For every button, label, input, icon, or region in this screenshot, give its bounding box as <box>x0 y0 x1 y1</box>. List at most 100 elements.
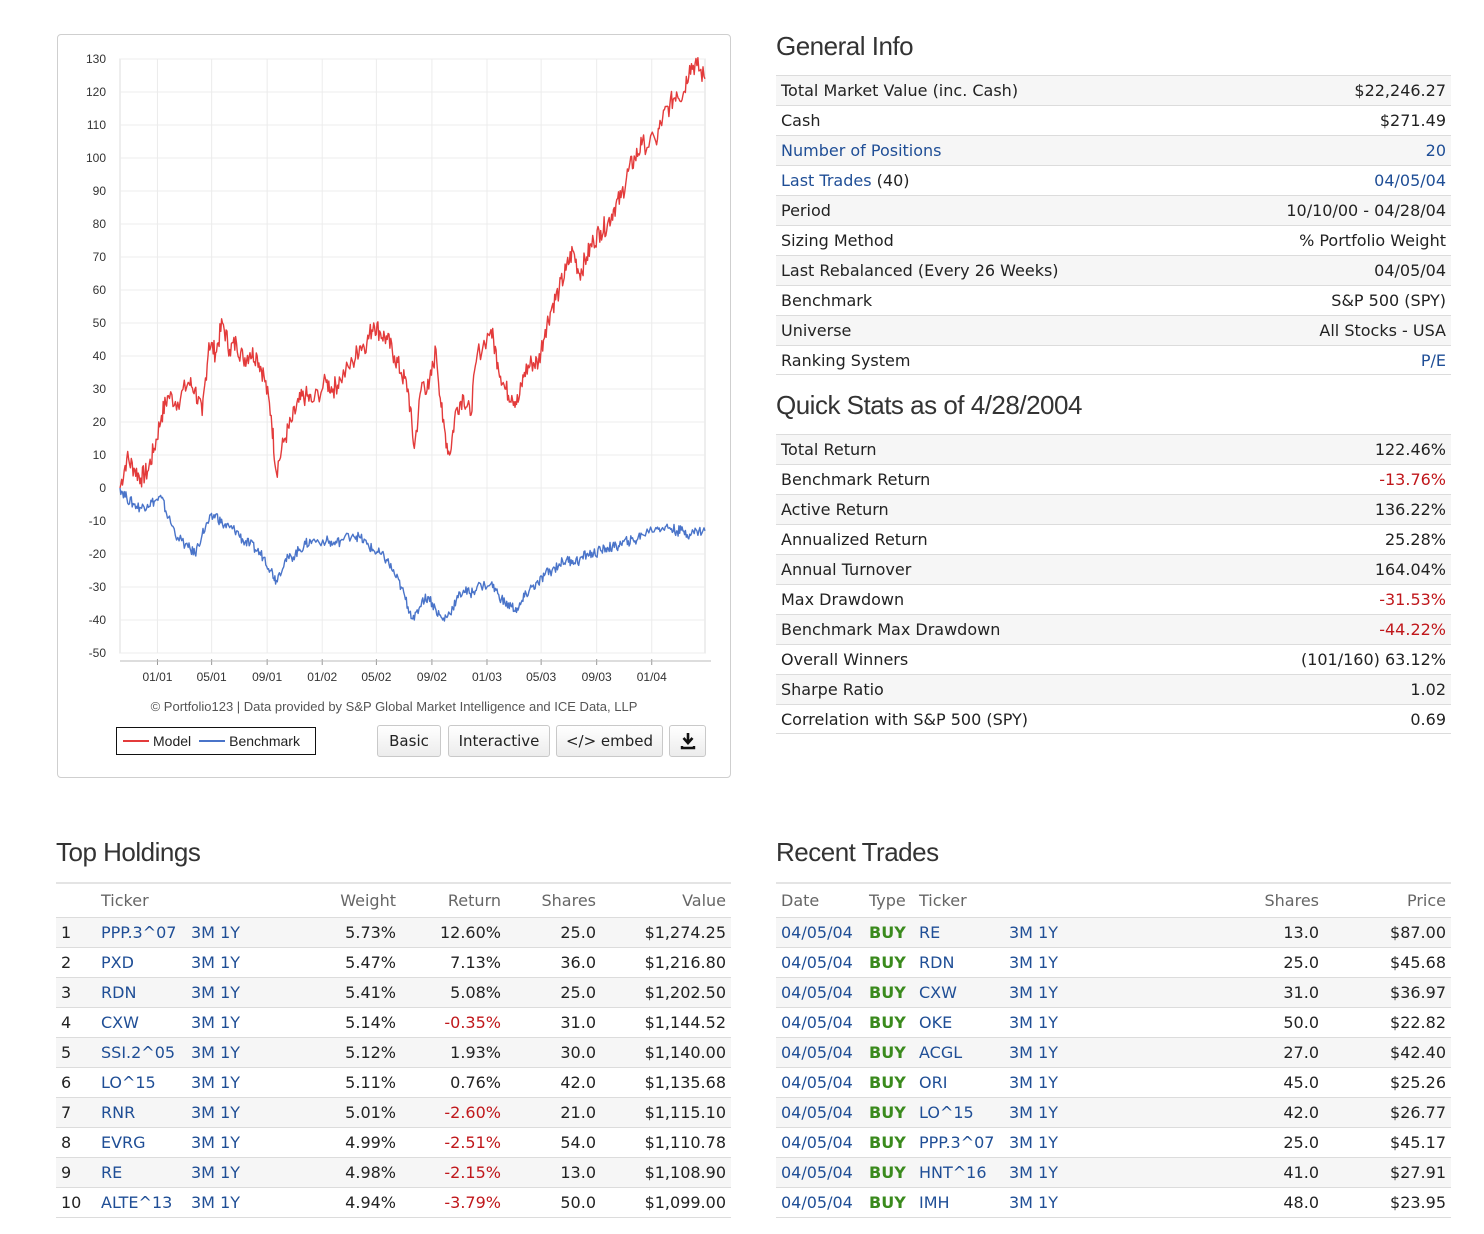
trade-1y-link[interactable]: 1Y <box>1038 1132 1059 1152</box>
number-of-positions-link[interactable]: Number of Positions <box>781 141 942 160</box>
holding-ticker-link[interactable]: CXW <box>101 1012 139 1032</box>
trade-ticker-link[interactable]: HNT^16 <box>919 1162 987 1182</box>
trade-3m-link[interactable]: 3M <box>1009 952 1033 972</box>
trade-date-link[interactable]: 04/05/04 <box>781 1042 853 1062</box>
holding-1y-link[interactable]: 1Y <box>220 952 241 972</box>
interactive-button[interactable]: Interactive <box>448 725 550 757</box>
last-trades-link[interactable]: Last Trades <box>781 171 872 190</box>
holding-ticker-cell: PPP.3^07 <box>101 916 191 947</box>
ranking-system-link[interactable]: P/E <box>1420 350 1446 370</box>
trade-1y-link[interactable]: 1Y <box>1038 1162 1059 1182</box>
holding-ticker-link[interactable]: EVRG <box>101 1132 146 1152</box>
trade-ticker-link[interactable]: ORI <box>919 1072 948 1092</box>
holding-1y-link[interactable]: 1Y <box>220 1192 241 1212</box>
holding-value: $1,274.25 <box>596 916 731 947</box>
trade-date-link[interactable]: 04/05/04 <box>781 1162 853 1182</box>
trade-row: 04/05/04 BUY CXW 3M 1Y 31.0 $36.97 <box>776 976 1451 1007</box>
gi-value: S&P 500 (SPY) <box>1331 291 1446 310</box>
holding-ticker-link[interactable]: PXD <box>101 952 134 972</box>
holding-1y-link[interactable]: 1Y <box>220 1042 241 1062</box>
holding-ticker-link[interactable]: LO^15 <box>101 1072 156 1092</box>
holding-3m-link[interactable]: 3M <box>191 952 215 972</box>
holding-3m-link[interactable]: 3M <box>191 922 215 942</box>
holding-1y-link[interactable]: 1Y <box>220 1012 241 1032</box>
trade-3m-link[interactable]: 3M <box>1009 1132 1033 1152</box>
holding-3m-link[interactable]: 3M <box>191 1042 215 1062</box>
trade-ticker-link[interactable]: CXW <box>919 982 957 1002</box>
holding-value: $1,144.52 <box>596 1006 731 1037</box>
gi-value: All Stocks - USA <box>1319 321 1446 340</box>
trade-3m-link[interactable]: 3M <box>1009 922 1033 942</box>
performance-chart: 1301201101009080706050403020100-10-20-30… <box>86 52 711 684</box>
holding-3m-link[interactable]: 3M <box>191 1102 215 1122</box>
holding-1y-link[interactable]: 1Y <box>220 922 241 942</box>
holding-3m-link[interactable]: 3M <box>191 1162 215 1182</box>
trade-date-link[interactable]: 04/05/04 <box>781 922 853 942</box>
trade-3m-link[interactable]: 3M <box>1009 982 1033 1002</box>
trade-3m-link[interactable]: 3M <box>1009 1072 1033 1092</box>
holding-ticker-link[interactable]: SSI.2^05 <box>101 1042 176 1062</box>
holding-3m-link[interactable]: 3M <box>191 1132 215 1152</box>
holding-1y-link[interactable]: 1Y <box>220 1132 241 1152</box>
holding-value: $1,135.68 <box>596 1066 731 1097</box>
trade-ticker-link[interactable]: IMH <box>919 1192 950 1212</box>
download-button[interactable] <box>669 725 706 757</box>
holding-ticker-link[interactable]: RNR <box>101 1102 136 1122</box>
holding-weight: 4.98% <box>291 1156 396 1187</box>
trade-3m-link[interactable]: 3M <box>1009 1102 1033 1122</box>
legend-model[interactable]: Model <box>123 733 191 749</box>
trade-ticker-link[interactable]: OKE <box>919 1012 953 1032</box>
trade-period-links: 3M 1Y <box>1009 1186 1109 1218</box>
trade-ticker-link[interactable]: RE <box>919 922 941 942</box>
trade-date-link[interactable]: 04/05/04 <box>781 1012 853 1032</box>
number-of-positions-value-link[interactable]: 20 <box>1425 141 1446 160</box>
trade-date-link[interactable]: 04/05/04 <box>781 1132 853 1152</box>
trade-3m-link[interactable]: 3M <box>1009 1192 1033 1212</box>
holding-3m-link[interactable]: 3M <box>191 1012 215 1032</box>
trade-3m-link[interactable]: 3M <box>1009 1162 1033 1182</box>
trade-price: $26.77 <box>1319 1096 1451 1127</box>
holding-1y-link[interactable]: 1Y <box>220 982 241 1002</box>
trade-ticker-link[interactable]: LO^15 <box>919 1102 974 1122</box>
trade-date-link[interactable]: 04/05/04 <box>781 952 853 972</box>
basic-button[interactable]: Basic <box>377 725 441 757</box>
trade-date-link[interactable]: 04/05/04 <box>781 982 853 1002</box>
trade-3m-link[interactable]: 3M <box>1009 1012 1033 1032</box>
x-tick-label: 05/02 <box>361 670 391 684</box>
trade-row: 04/05/04 BUY IMH 3M 1Y 48.0 $23.95 <box>776 1186 1451 1218</box>
holding-3m-link[interactable]: 3M <box>191 1192 215 1212</box>
holding-1y-link[interactable]: 1Y <box>220 1102 241 1122</box>
legend-benchmark[interactable]: Benchmark <box>199 733 300 749</box>
trade-1y-link[interactable]: 1Y <box>1038 952 1059 972</box>
trade-1y-link[interactable]: 1Y <box>1038 982 1059 1002</box>
trade-1y-link[interactable]: 1Y <box>1038 1072 1059 1092</box>
holding-ticker-link[interactable]: RDN <box>101 982 137 1002</box>
holding-3m-link[interactable]: 3M <box>191 982 215 1002</box>
trade-type: BUY <box>869 916 919 947</box>
trade-ticker-link[interactable]: PPP.3^07 <box>919 1132 995 1152</box>
holding-1y-link[interactable]: 1Y <box>220 1072 241 1092</box>
trade-1y-link[interactable]: 1Y <box>1038 1012 1059 1032</box>
holding-3m-link[interactable]: 3M <box>191 1072 215 1092</box>
trade-1y-link[interactable]: 1Y <box>1038 1042 1059 1062</box>
holding-ticker-link[interactable]: RE <box>101 1162 123 1182</box>
trade-1y-link[interactable]: 1Y <box>1038 922 1059 942</box>
holding-ticker-link[interactable]: PPP.3^07 <box>101 922 177 942</box>
trade-date-link[interactable]: 04/05/04 <box>781 1102 853 1122</box>
trade-1y-link[interactable]: 1Y <box>1038 1102 1059 1122</box>
trade-3m-link[interactable]: 3M <box>1009 1042 1033 1062</box>
qs-value: 164.04% <box>1374 560 1446 579</box>
trade-price: $23.95 <box>1319 1186 1451 1218</box>
trade-date-link[interactable]: 04/05/04 <box>781 1072 853 1092</box>
trade-ticker-link[interactable]: RDN <box>919 952 955 972</box>
holding-ticker-link[interactable]: ALTE^13 <box>101 1192 173 1212</box>
embed-button[interactable]: </> embed <box>556 725 663 757</box>
qs-row-correlation: Correlation with S&P 500 (SPY) 0.69 <box>776 704 1451 734</box>
holding-shares: 25.0 <box>501 916 596 947</box>
last-trades-date-link[interactable]: 04/05/04 <box>1374 171 1446 190</box>
holding-shares: 30.0 <box>501 1036 596 1067</box>
holding-1y-link[interactable]: 1Y <box>220 1162 241 1182</box>
trade-ticker-link[interactable]: ACGL <box>919 1042 963 1062</box>
trade-date-link[interactable]: 04/05/04 <box>781 1192 853 1212</box>
trade-1y-link[interactable]: 1Y <box>1038 1192 1059 1212</box>
